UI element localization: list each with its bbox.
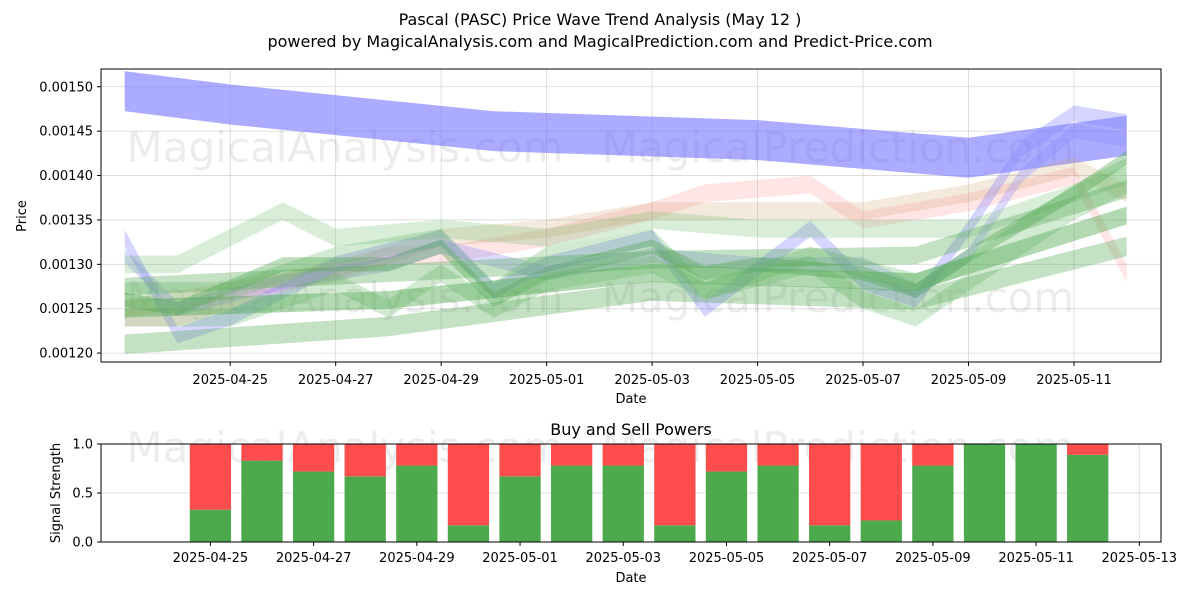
price-x-tick-label: 2025-05-05	[720, 373, 796, 388]
price-y-ticks: 0.00120 0.00125 0.00130 0.00135 0.00140 0.001…	[39, 80, 101, 362]
price-wave-band	[124, 236, 1127, 354]
sell-bar	[809, 444, 851, 526]
buy-bar	[189, 509, 232, 542]
sell-bar	[654, 444, 696, 526]
buy-bar	[1015, 444, 1057, 542]
price-wave-band	[124, 157, 1127, 318]
signal-x-ticks: 2025-04-25 2025-04-27 2025-04-29 2025-05-01…	[173, 542, 1177, 566]
signal-x-tick-label: 2025-05-11	[998, 551, 1074, 566]
buy-bar	[654, 525, 696, 542]
chart-title: Pascal (PASC) Price Wave Trend Analysis …	[399, 10, 802, 29]
price-x-tick-label: 2025-04-29	[403, 373, 479, 388]
signal-y-tick-label: 0.5	[72, 487, 93, 502]
price-y-tick-label: 0.00145	[39, 125, 93, 140]
signal-x-axis-label: Date	[615, 571, 646, 586]
sell-bar	[292, 444, 335, 472]
price-wave-band	[124, 166, 1127, 327]
signal-y-ticks: 0.0 0.5 1.0	[72, 438, 101, 551]
buy-bar	[705, 471, 748, 542]
price-wave-band	[124, 124, 1127, 316]
buy-bar	[499, 476, 541, 542]
buy-bar	[860, 520, 902, 542]
sell-bar	[860, 444, 902, 521]
buy-bar	[241, 460, 283, 542]
signal-bars	[189, 444, 1109, 542]
sell-bar	[1067, 444, 1109, 455]
price-x-tick-label: 2025-05-09	[931, 373, 1007, 388]
chart-subtitle: powered by MagicalAnalysis.com and Magic…	[267, 32, 932, 51]
signal-y-tick-label: 1.0	[72, 438, 93, 453]
buy-bar	[344, 476, 386, 542]
signal-x-tick-label: 2025-05-07	[792, 551, 868, 566]
signal-panel: Buy and Sell Powers MagicalAnalysis.com …	[49, 420, 1177, 586]
price-wave-band	[124, 206, 1127, 318]
price-plot-frame	[100, 68, 1162, 363]
signal-y-axis-label: Signal Strength	[49, 443, 64, 543]
price-wave-bands	[124, 71, 1127, 354]
price-x-tick-label: 2025-04-25	[192, 373, 268, 388]
price-x-tick-label: 2025-04-27	[298, 373, 374, 388]
price-x-ticks: 2025-04-25 2025-04-27 2025-04-29 2025-05-01…	[192, 362, 1112, 388]
signal-x-tick-label: 2025-05-05	[689, 551, 765, 566]
signal-x-tick-label: 2025-04-29	[379, 551, 455, 566]
price-x-tick-label: 2025-05-01	[509, 373, 585, 388]
signal-panel-title: Buy and Sell Powers	[550, 420, 712, 439]
price-x-axis-label: Date	[615, 392, 646, 407]
sell-bar	[551, 444, 593, 466]
price-wave-band	[124, 71, 1127, 178]
price-wave-band	[124, 166, 1127, 274]
sell-bar	[912, 444, 954, 466]
price-wave-band	[124, 150, 1127, 316]
sell-bar	[344, 444, 386, 477]
sell-bar	[189, 444, 232, 510]
buy-bar	[292, 471, 335, 542]
price-y-tick-label: 0.00140	[39, 169, 93, 184]
signal-y-tick-label: 0.0	[72, 536, 93, 551]
sell-bar	[602, 444, 644, 466]
price-y-tick-label: 0.00120	[39, 347, 93, 362]
price-y-tick-label: 0.00135	[39, 213, 93, 228]
buy-bar	[1067, 454, 1109, 542]
price-panel: MagicalAnalysis.com MagicalPrediction.co…	[15, 68, 1162, 407]
watermark-text: MagicalPrediction.com	[602, 273, 1075, 322]
price-wave-band	[124, 157, 1127, 300]
buy-bar	[447, 525, 490, 542]
price-y-tick-label: 0.00130	[39, 258, 93, 273]
buy-bar	[551, 465, 593, 542]
price-wave-band	[124, 180, 1127, 296]
price-wave-band	[124, 105, 1127, 344]
signal-x-tick-label: 2025-05-03	[585, 551, 661, 566]
price-y-axis-label: Price	[15, 200, 30, 232]
sell-bar	[757, 444, 799, 466]
signal-x-tick-label: 2025-05-09	[895, 551, 971, 566]
buy-bar	[809, 525, 851, 542]
buy-bar	[396, 465, 438, 542]
sell-bar	[499, 444, 541, 477]
signal-x-tick-label: 2025-05-13	[1102, 551, 1178, 566]
price-x-tick-label: 2025-05-11	[1036, 373, 1112, 388]
price-wave-band	[124, 175, 1127, 327]
buy-bar	[963, 444, 1006, 542]
sell-bar	[705, 444, 748, 472]
price-y-tick-label: 0.00125	[39, 302, 93, 317]
signal-x-tick-label: 2025-04-27	[276, 551, 352, 566]
buy-bar	[602, 465, 644, 542]
buy-bar	[912, 465, 954, 542]
price-y-tick-label: 0.00150	[39, 80, 93, 95]
sell-bar	[241, 444, 283, 461]
price-x-tick-label: 2025-05-07	[825, 373, 901, 388]
watermark-text: MagicalAnalysis.com	[127, 273, 564, 322]
signal-x-tick-label: 2025-04-25	[173, 551, 249, 566]
signal-x-tick-label: 2025-05-01	[482, 551, 558, 566]
buy-bar	[757, 465, 799, 542]
sell-bar	[396, 444, 438, 466]
price-x-tick-label: 2025-05-03	[614, 373, 690, 388]
sell-bar	[447, 444, 490, 526]
